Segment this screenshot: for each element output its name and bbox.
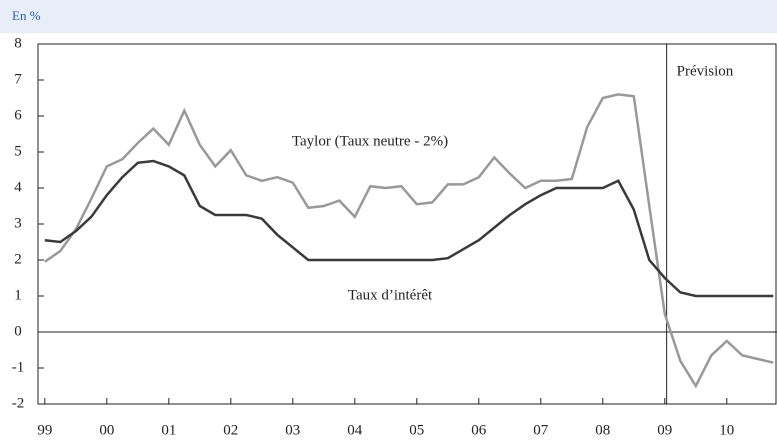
x-tick-label: 07: [533, 422, 549, 438]
x-tick-label: 05: [409, 422, 424, 438]
series-line: [44, 159, 774, 298]
series-label: Taylor (Taux neutre - 2%): [292, 133, 448, 149]
x-tick-label: 02: [223, 422, 238, 438]
y-tick-label: 5: [14, 143, 22, 159]
y-tick-label: -2: [12, 395, 25, 411]
x-tick-label: 09: [657, 422, 672, 438]
y-tick-label: 4: [14, 179, 22, 195]
x-tick-label: 06: [471, 422, 487, 438]
x-tick-label: 00: [99, 422, 114, 438]
x-tick-label: 08: [595, 422, 610, 438]
series-line: [44, 93, 774, 389]
y-tick-label: 6: [14, 107, 22, 123]
y-tick-label: 2: [14, 251, 22, 267]
x-tick-label: 03: [285, 422, 300, 438]
x-tick-label: 01: [161, 422, 176, 438]
y-tick-label: 8: [14, 35, 22, 51]
plot-frame: [37, 43, 777, 405]
y-tick-label: 1: [14, 287, 22, 303]
header: En %: [12, 8, 41, 23]
x-tick-label: 10: [719, 422, 734, 438]
y-tick-label: 0: [14, 323, 22, 339]
header-band: [0, 0, 777, 33]
y-tick-label: 3: [14, 215, 22, 231]
x-tick-label: 04: [347, 422, 363, 438]
y-tick-label: 7: [14, 71, 22, 87]
y-tick-label: -1: [12, 359, 25, 375]
series-label: Taux d’intérêt: [348, 287, 433, 303]
x-tick-label: 99: [37, 422, 52, 438]
forecast-label: Prévision: [677, 63, 734, 79]
